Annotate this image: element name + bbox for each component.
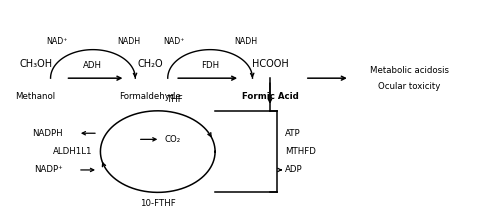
Text: Formaldehyde: Formaldehyde <box>120 92 181 101</box>
Text: FDH: FDH <box>201 61 219 70</box>
Text: NADP⁺: NADP⁺ <box>34 166 63 175</box>
Text: ADP: ADP <box>285 166 302 175</box>
Text: NADH: NADH <box>118 37 141 46</box>
Text: 10-FTHF: 10-FTHF <box>140 199 175 208</box>
Text: THF: THF <box>166 95 184 104</box>
Text: Formic Acid: Formic Acid <box>242 92 298 101</box>
Text: HCOOH: HCOOH <box>252 59 288 69</box>
Text: ADH: ADH <box>84 61 102 70</box>
Text: CO₂: CO₂ <box>164 135 181 144</box>
Text: MTHFD: MTHFD <box>285 147 316 156</box>
Text: ALDH1L1: ALDH1L1 <box>54 147 93 156</box>
Text: NAD⁺: NAD⁺ <box>164 37 185 46</box>
Text: Methanol: Methanol <box>16 92 56 101</box>
Text: CH₂O: CH₂O <box>138 59 163 69</box>
Text: CH₃OH: CH₃OH <box>19 59 52 69</box>
Text: Ocular toxicity: Ocular toxicity <box>378 82 440 91</box>
Text: ATP: ATP <box>285 129 300 138</box>
Text: NADH: NADH <box>234 37 258 46</box>
Text: NAD⁺: NAD⁺ <box>46 37 68 46</box>
Text: NADPH: NADPH <box>32 129 63 138</box>
Text: Metabolic acidosis: Metabolic acidosis <box>370 66 449 75</box>
